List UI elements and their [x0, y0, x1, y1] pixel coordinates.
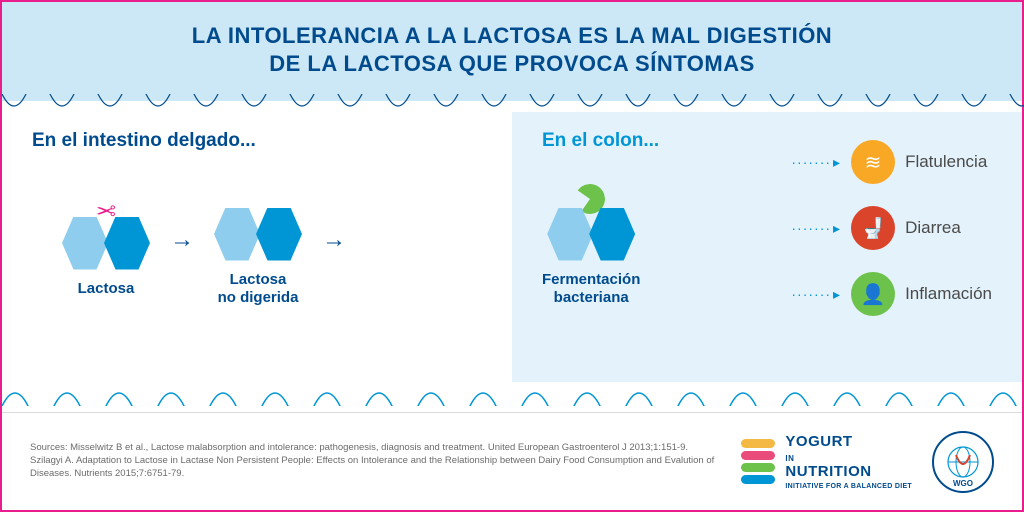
hex-dark-1: [104, 217, 150, 270]
page-title: LA INTOLERANCIA A LA LACTOSA ES LA MAL D…: [42, 22, 982, 77]
arrow-2: →: [322, 226, 346, 254]
node-fermentation: Fermentación bacteriana: [542, 208, 640, 307]
symptom-diarrhea: ······· 🚽 Diarrea: [791, 206, 992, 250]
hex-pair-lactose: ✂: [62, 217, 150, 270]
main-area: En el intestino delgado... ✂ Lactosa → L…: [2, 112, 1022, 382]
hex-light-3: [547, 208, 593, 261]
yogurt-text: YOGURT IN NUTRITION INITIATIVE FOR A BAL…: [785, 434, 912, 490]
logo-wgo: [932, 431, 994, 493]
inflammation-icon: 👤: [851, 272, 895, 316]
symptom-list: ······· ≋ Flatulencia ······· 🚽 Diarrea …: [791, 140, 992, 316]
node-lactose: ✂ Lactosa: [62, 217, 150, 298]
label-undigested: Lactosa no digerida: [218, 271, 299, 307]
label-fermentation: Fermentación bacteriana: [542, 271, 640, 307]
arrow-1: →: [170, 226, 194, 254]
flow-right: Fermentación bacteriana: [542, 172, 640, 342]
dots-arrow-3: ·······: [791, 286, 841, 303]
hex-pair-fermentation: [547, 208, 635, 261]
label-lactose: Lactosa: [78, 280, 135, 298]
scissors-icon: ✂: [96, 195, 116, 224]
diarrhea-label: Diarrea: [905, 218, 961, 238]
panel-colon: En el colon... Fermentación bacteriana ·…: [512, 112, 1022, 382]
panel-small-intestine: En el intestino delgado... ✂ Lactosa → L…: [2, 112, 512, 382]
wgo-globe-icon: [946, 445, 980, 479]
hex-dark-3: [589, 208, 635, 261]
hex-light-1: [62, 217, 108, 270]
inflammation-label: Inflamación: [905, 284, 992, 304]
flatulence-icon: ≋: [851, 140, 895, 184]
hex-pair-undigested: [214, 208, 302, 261]
dots-arrow-2: ·······: [791, 220, 841, 237]
logo-yogurt: YOGURT IN NUTRITION INITIATIVE FOR A BAL…: [741, 434, 912, 490]
scallop-bottom: [2, 380, 1024, 406]
sources-text: Sources: Misselwitz B et al., Lactose ma…: [30, 442, 721, 480]
flow-left: ✂ Lactosa → Lactosa no digerida →: [62, 172, 472, 342]
hex-dark-2: [256, 208, 302, 261]
node-undigested: Lactosa no digerida: [214, 208, 302, 307]
title-line-1: LA INTOLERANCIA A LA LACTOSA ES LA MAL D…: [192, 23, 832, 48]
yogurt-lines-icon: [741, 439, 775, 484]
title-band: LA INTOLERANCIA A LA LACTOSA ES LA MAL D…: [2, 2, 1022, 101]
footer: Sources: Misselwitz B et al., Lactose ma…: [2, 412, 1022, 510]
symptom-flatulence: ······· ≋ Flatulencia: [791, 140, 992, 184]
symptom-inflammation: ······· 👤 Inflamación: [791, 272, 992, 316]
heading-left: En el intestino delgado...: [32, 130, 482, 152]
dots-arrow-1: ·······: [791, 154, 841, 171]
hex-light-2: [214, 208, 260, 261]
diarrhea-icon: 🚽: [851, 206, 895, 250]
title-line-2: DE LA LACTOSA QUE PROVOCA SÍNTOMAS: [269, 51, 755, 76]
flatulence-label: Flatulencia: [905, 152, 987, 172]
